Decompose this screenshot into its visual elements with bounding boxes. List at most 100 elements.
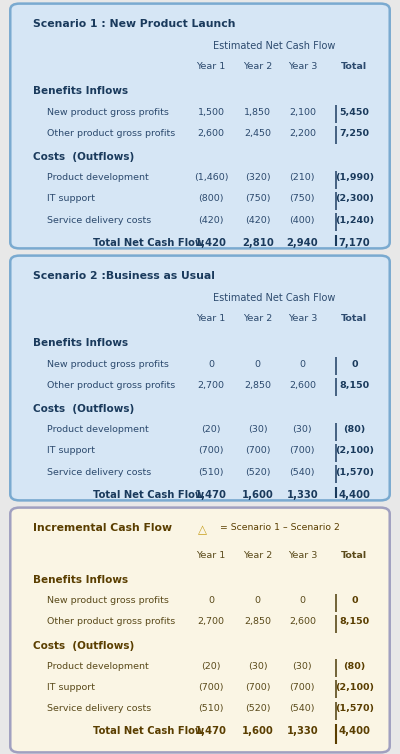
Text: (80): (80) xyxy=(343,425,366,434)
Text: Estimated Net Cash Flow: Estimated Net Cash Flow xyxy=(213,41,336,51)
Text: Other product gross profits: Other product gross profits xyxy=(48,381,176,390)
Text: Total Net Cash Flow: Total Net Cash Flow xyxy=(92,238,204,248)
Text: Year 1: Year 1 xyxy=(196,314,226,323)
Text: Year 3: Year 3 xyxy=(288,314,317,323)
Text: (540): (540) xyxy=(290,467,315,477)
Text: (2,300): (2,300) xyxy=(335,195,374,204)
Text: Other product gross profits: Other product gross profits xyxy=(48,129,176,138)
Text: 4,400: 4,400 xyxy=(338,490,370,500)
Text: Costs  (Outflows): Costs (Outflows) xyxy=(33,152,134,162)
Text: (540): (540) xyxy=(290,704,315,713)
Text: Costs  (Outflows): Costs (Outflows) xyxy=(33,404,134,414)
Text: 2,200: 2,200 xyxy=(289,129,316,138)
Text: (20): (20) xyxy=(202,662,221,670)
Text: (520): (520) xyxy=(245,467,270,477)
Text: 2,940: 2,940 xyxy=(286,238,318,248)
Text: (420): (420) xyxy=(245,216,270,225)
Text: (700): (700) xyxy=(290,683,315,692)
Text: IT support: IT support xyxy=(48,195,96,204)
Text: Service delivery costs: Service delivery costs xyxy=(48,467,152,477)
Text: Year 2: Year 2 xyxy=(243,63,272,72)
Text: (2,100): (2,100) xyxy=(335,683,374,692)
Text: Product development: Product development xyxy=(48,662,149,670)
Text: 8,150: 8,150 xyxy=(339,617,370,626)
Text: (30): (30) xyxy=(248,425,268,434)
Text: 0: 0 xyxy=(299,596,305,605)
Text: (700): (700) xyxy=(198,683,224,692)
FancyBboxPatch shape xyxy=(10,4,390,248)
Text: (1,570): (1,570) xyxy=(335,467,374,477)
Text: 5,450: 5,450 xyxy=(340,108,369,117)
Text: (800): (800) xyxy=(198,195,224,204)
Text: 1,600: 1,600 xyxy=(242,726,274,736)
Text: 4,400: 4,400 xyxy=(338,726,370,736)
Text: Benefits Inflows: Benefits Inflows xyxy=(33,87,128,97)
Text: Year 2: Year 2 xyxy=(243,551,272,559)
Text: (520): (520) xyxy=(245,704,270,713)
Text: △: △ xyxy=(198,523,207,536)
Text: 8,150: 8,150 xyxy=(339,381,370,390)
Text: 1,330: 1,330 xyxy=(286,490,318,500)
Text: (30): (30) xyxy=(292,662,312,670)
Text: (400): (400) xyxy=(290,216,315,225)
Text: Year 2: Year 2 xyxy=(243,314,272,323)
Text: 1,470: 1,470 xyxy=(195,726,227,736)
Text: Total: Total xyxy=(341,551,368,559)
Text: 1,420: 1,420 xyxy=(195,238,227,248)
Text: 7,170: 7,170 xyxy=(338,238,370,248)
Text: Service delivery costs: Service delivery costs xyxy=(48,216,152,225)
Text: Total: Total xyxy=(341,63,368,72)
Text: Product development: Product development xyxy=(48,425,149,434)
Text: Total Net Cash Flow: Total Net Cash Flow xyxy=(92,726,204,736)
Text: (30): (30) xyxy=(248,662,268,670)
Text: (210): (210) xyxy=(290,173,315,182)
Text: Scenario 1 : New Product Launch: Scenario 1 : New Product Launch xyxy=(33,19,235,29)
Text: 0: 0 xyxy=(351,596,358,605)
Text: 2,700: 2,700 xyxy=(198,381,225,390)
Text: Year 1: Year 1 xyxy=(196,551,226,559)
Text: (420): (420) xyxy=(198,216,224,225)
Text: (750): (750) xyxy=(245,195,270,204)
Text: 2,850: 2,850 xyxy=(244,617,271,626)
Text: = Scenario 1 – Scenario 2: = Scenario 1 – Scenario 2 xyxy=(220,523,340,532)
Text: (700): (700) xyxy=(245,446,270,455)
Text: Estimated Net Cash Flow: Estimated Net Cash Flow xyxy=(213,293,336,303)
Text: New product gross profits: New product gross profits xyxy=(48,108,169,117)
Text: New product gross profits: New product gross profits xyxy=(48,360,169,369)
Text: 2,600: 2,600 xyxy=(289,617,316,626)
Text: 2,450: 2,450 xyxy=(244,129,271,138)
Text: Total: Total xyxy=(341,314,368,323)
Text: (510): (510) xyxy=(198,467,224,477)
Text: 2,100: 2,100 xyxy=(289,108,316,117)
Text: 2,700: 2,700 xyxy=(198,617,225,626)
Text: (20): (20) xyxy=(202,425,221,434)
Text: 1,850: 1,850 xyxy=(244,108,271,117)
Text: 0: 0 xyxy=(255,596,261,605)
Text: (1,460): (1,460) xyxy=(194,173,228,182)
Text: 2,850: 2,850 xyxy=(244,381,271,390)
Text: IT support: IT support xyxy=(48,683,96,692)
Text: New product gross profits: New product gross profits xyxy=(48,596,169,605)
Text: Other product gross profits: Other product gross profits xyxy=(48,617,176,626)
Text: Costs  (Outflows): Costs (Outflows) xyxy=(33,641,134,651)
Text: 2,600: 2,600 xyxy=(289,381,316,390)
Text: (700): (700) xyxy=(290,446,315,455)
Text: 0: 0 xyxy=(208,596,214,605)
Text: 0: 0 xyxy=(208,360,214,369)
Text: 2,600: 2,600 xyxy=(198,129,225,138)
Text: (1,240): (1,240) xyxy=(335,216,374,225)
Text: 1,470: 1,470 xyxy=(195,490,227,500)
Text: 0: 0 xyxy=(255,360,261,369)
Text: (510): (510) xyxy=(198,704,224,713)
Text: Scenario 2 :Business as Usual: Scenario 2 :Business as Usual xyxy=(33,271,214,281)
Text: Benefits Inflows: Benefits Inflows xyxy=(33,575,128,585)
Text: Service delivery costs: Service delivery costs xyxy=(48,704,152,713)
Text: 7,250: 7,250 xyxy=(339,129,369,138)
Text: (80): (80) xyxy=(343,662,366,670)
Text: Benefits Inflows: Benefits Inflows xyxy=(33,339,128,348)
Text: 1,330: 1,330 xyxy=(286,726,318,736)
Text: Year 3: Year 3 xyxy=(288,551,317,559)
Text: Year 1: Year 1 xyxy=(196,63,226,72)
Text: 0: 0 xyxy=(351,360,358,369)
Text: (320): (320) xyxy=(245,173,270,182)
